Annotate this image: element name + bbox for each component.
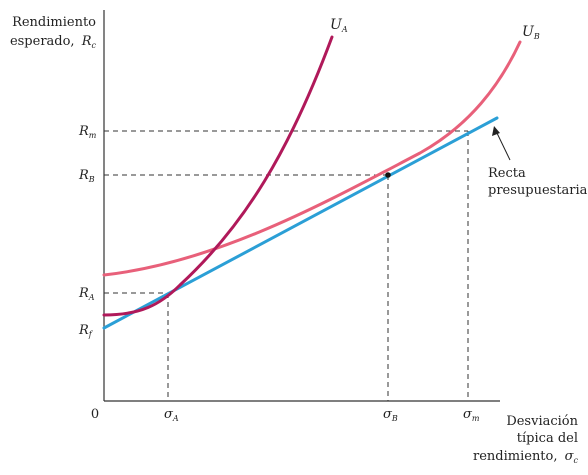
indifference-curve-ub	[102, 40, 522, 277]
tangency-point-b	[385, 172, 391, 178]
budget-label-line2: presupuestaria	[488, 183, 588, 198]
x-tick-sm: σm	[463, 407, 480, 423]
budget-label-arrow	[495, 130, 511, 161]
origin-label: 0	[91, 407, 99, 422]
y-tick-ra: RA	[78, 286, 95, 302]
y-tick-rf: Rf	[78, 323, 94, 339]
y-tick-rm: Rm	[78, 124, 97, 140]
x-axis-title-line2: típica del	[517, 431, 578, 446]
x-tick-sa: σA	[164, 407, 179, 423]
y-axis-title-line1: Rendimiento	[12, 15, 96, 30]
budget-label-line1: Recta	[488, 166, 526, 181]
label-ua: UA	[330, 17, 348, 34]
guide-lines	[104, 130, 469, 401]
x-axis-title-line3: rendimiento, σc	[473, 449, 579, 465]
budget-line	[102, 116, 499, 330]
y-tick-rb: RB	[78, 168, 95, 184]
label-ub: UB	[522, 24, 540, 41]
arrowhead-icon	[492, 126, 500, 136]
x-axis-title-line1: Desviación	[506, 414, 578, 429]
indifference-curve-ua	[102, 35, 334, 317]
y-axis-title-line2: esperado, Rc	[10, 34, 97, 50]
x-tick-sb: σB	[383, 407, 398, 423]
